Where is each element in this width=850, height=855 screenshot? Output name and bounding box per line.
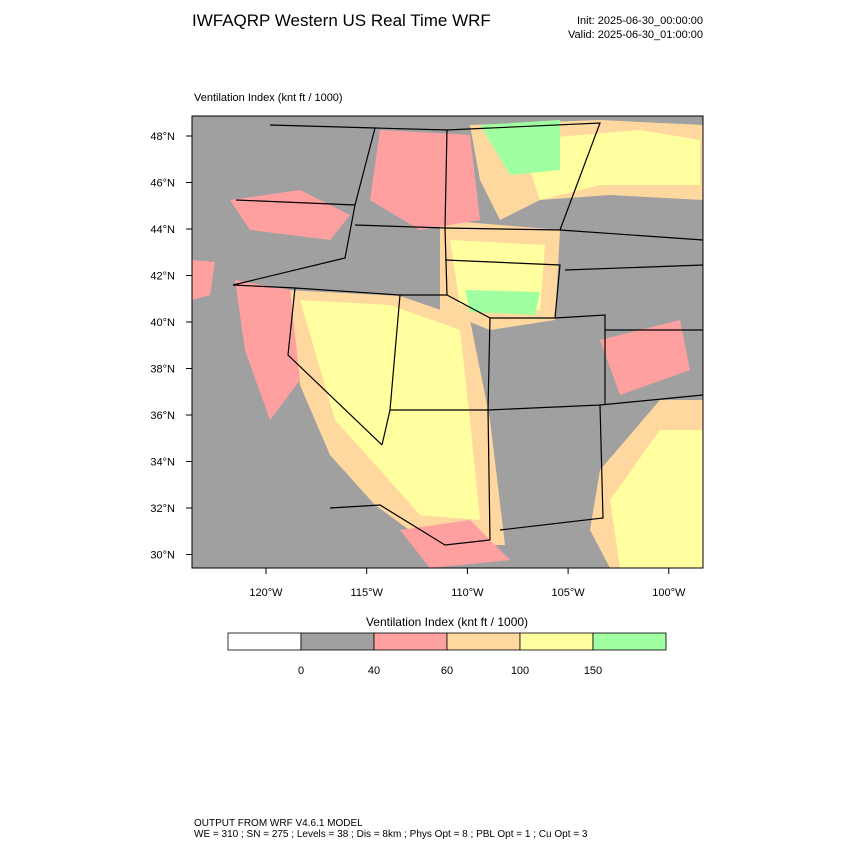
field-area <box>230 190 350 240</box>
map <box>191 115 704 569</box>
colorbar-bin <box>592 632 667 651</box>
field-area <box>600 320 690 395</box>
footer-line: WE = 310 ; SN = 275 ; Levels = 38 ; Dis … <box>194 829 588 840</box>
colorbar-bin <box>227 632 302 651</box>
colorbar-label: 100 <box>511 665 529 677</box>
lon-label: 105°W <box>552 587 586 599</box>
init-time: Init: 2025-06-30_00:00:00 <box>577 15 703 27</box>
colorbar-label: 0 <box>298 665 304 677</box>
lat-label: 30°N <box>150 550 175 562</box>
field-area <box>610 430 703 568</box>
lat-label: 46°N <box>150 178 175 190</box>
lat-label: 40°N <box>150 317 175 329</box>
colorbar: 0 40 60 100 150 <box>227 632 667 677</box>
colorbar-label: 40 <box>368 665 380 677</box>
map-frame <box>191 115 704 569</box>
colorbar-bin <box>300 632 375 651</box>
footer-line: OUTPUT FROM WRF V4.6.1 MODEL <box>194 818 363 829</box>
lat-label: 44°N <box>150 224 175 236</box>
lon-label: 120°W <box>249 587 283 599</box>
field-area <box>465 290 540 315</box>
lat-label: 48°N <box>150 131 175 143</box>
colorbar-bin <box>446 632 521 651</box>
field-area <box>235 280 300 420</box>
field-area <box>520 130 700 200</box>
map-label: Ventilation Index (knt ft / 1000) <box>194 92 343 104</box>
state-borders <box>232 122 703 546</box>
field-area <box>192 260 215 300</box>
lon-label: 110°W <box>451 587 484 599</box>
field-area <box>370 130 480 230</box>
valid-time: Valid: 2025-06-30_01:00:00 <box>568 29 703 41</box>
colorbar-title: Ventilation Index (knt ft / 1000) <box>366 615 528 629</box>
lon-label: 100°W <box>652 587 686 599</box>
lat-label: 42°N <box>150 271 175 283</box>
colorbar-label: 150 <box>584 665 602 677</box>
lat-label: 34°N <box>150 457 175 469</box>
lon-label: 115°W <box>351 587 384 599</box>
colorbar-bin <box>373 632 448 651</box>
field-area <box>480 120 560 175</box>
colorbar-bin <box>519 632 594 651</box>
colorbar-label: 60 <box>441 665 453 677</box>
title: IWFAQRP Western US Real Time WRF <box>192 11 491 30</box>
lat-label: 38°N <box>150 364 175 376</box>
lat-label: 36°N <box>150 410 175 422</box>
lat-label: 32°N <box>150 503 175 515</box>
